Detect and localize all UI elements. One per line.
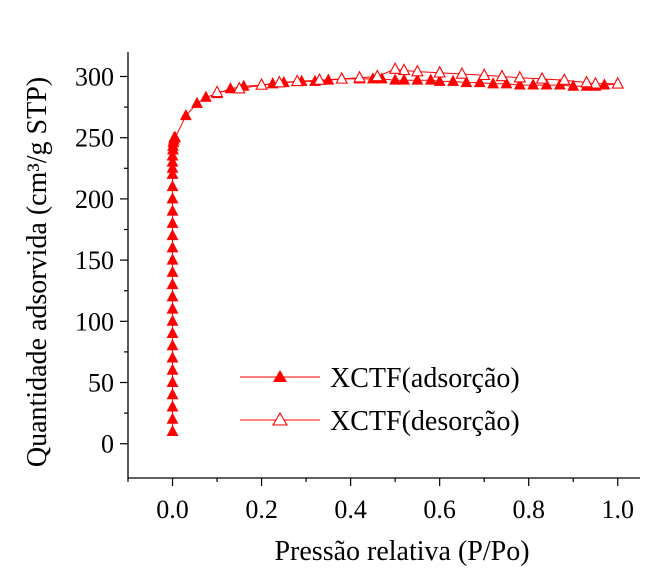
x-tick-label: 1.0 <box>601 495 634 524</box>
desorcao-point <box>232 81 246 94</box>
adsorcao-point <box>166 149 179 161</box>
legend-marker-adsorcao <box>273 370 287 382</box>
y-tick-label: 250 <box>75 124 114 153</box>
desorcao-point <box>411 64 424 77</box>
adsorcao-point <box>169 131 182 143</box>
adsorcao-point <box>166 241 179 253</box>
y-tick-label: 300 <box>75 62 114 91</box>
adsorcao-point <box>398 73 410 85</box>
desorcao-point <box>455 66 469 79</box>
desorcao-point <box>273 75 286 88</box>
y-tick-label: 50 <box>88 369 114 398</box>
desorcao-point <box>589 76 602 89</box>
adsorcao-point <box>166 204 179 216</box>
desorcao-point <box>557 72 571 85</box>
desorcao-point <box>335 71 349 84</box>
desorcao-point <box>290 74 304 87</box>
adsorcao-point <box>166 265 179 277</box>
desorcao-point <box>353 70 366 83</box>
adsorcao-point <box>447 74 459 86</box>
adsorcao-point <box>166 216 179 228</box>
legend-marker-desorcao <box>272 411 288 426</box>
adsorcao-point <box>473 75 486 88</box>
desorcao-point <box>371 69 384 82</box>
x-ticks: 0.0 0.2 0.4 0.6 0.8 1.0 <box>127 478 634 524</box>
adsorcao-point <box>166 167 179 179</box>
y-tick-label: 200 <box>75 185 114 214</box>
axes-frame <box>127 52 640 479</box>
x-tick-label: 0.8 <box>512 495 545 524</box>
adsorcao-point <box>424 73 437 85</box>
adsorcao-point <box>166 314 179 326</box>
adsorcao-point <box>166 375 179 388</box>
adsorcao-point <box>500 77 513 89</box>
adsorcao-point <box>166 326 179 339</box>
y-tick-label: 150 <box>75 246 114 275</box>
adsorcao-point <box>166 290 179 302</box>
adsorcao-point <box>527 78 540 90</box>
adsorcao-point <box>166 388 179 400</box>
desorcao-point <box>210 85 224 98</box>
adsorcao-point <box>460 75 473 88</box>
adsorcao-point <box>166 302 179 314</box>
desorcao-point <box>611 76 625 89</box>
adsorcao-point <box>166 192 179 204</box>
series-desorcao <box>210 61 625 98</box>
adsorcao-point <box>166 424 179 436</box>
adsorcao-point <box>191 96 203 108</box>
y-tick-label: 0 <box>101 430 114 459</box>
desorcao-point <box>433 65 446 78</box>
adsorcao-point <box>513 78 526 90</box>
adsorcao-point <box>200 90 212 102</box>
adsorcao-point <box>179 109 192 121</box>
desorcao-point <box>535 71 549 84</box>
legend: XCTF(adsorção) XCTF(desorção) <box>240 363 520 437</box>
adsorcao-point <box>487 77 499 89</box>
adsorcao-point <box>166 161 179 173</box>
desorcao-point <box>495 69 509 82</box>
adsorcao-point <box>540 78 553 90</box>
x-tick-label: 0.6 <box>423 495 456 524</box>
adsorcao-point <box>411 73 424 85</box>
desorcao-point <box>388 61 402 74</box>
legend-label-adsorcao: XCTF(adsorção) <box>330 363 520 394</box>
adsorcao-point <box>166 412 179 424</box>
adsorcao-point <box>166 155 179 167</box>
x-axis-title: Pressão relativa (P/Po) <box>274 536 529 567</box>
x-tick-label: 0.0 <box>156 495 189 524</box>
adsorcao-point <box>166 180 179 192</box>
adsorcao-point <box>166 351 179 363</box>
desorcao-line <box>216 68 618 93</box>
y-tick-label: 100 <box>75 307 114 336</box>
adsorcao-point <box>433 74 446 86</box>
x-tick-label: 0.4 <box>334 495 367 524</box>
y-ticks: 0 50 100 150 200 250 300 <box>75 62 128 459</box>
adsorcao-point <box>166 253 179 265</box>
y-axis-title: Quantidade adsorvida (cm³/g STP) <box>22 77 53 467</box>
desorcao-point <box>513 70 527 83</box>
adsorcao-point <box>166 400 179 412</box>
adsorcao-point <box>166 363 179 375</box>
adsorcao-point <box>389 73 402 85</box>
desorcao-point <box>255 77 268 90</box>
desorcao-point <box>313 72 326 85</box>
adsorcao-point <box>567 79 580 91</box>
desorcao-point <box>477 68 491 81</box>
legend-label-desorcao: XCTF(desorção) <box>330 406 520 437</box>
adsorcao-point <box>166 228 179 241</box>
adsorcao-point <box>166 277 179 290</box>
desorcao-point <box>397 63 411 76</box>
x-tick-label: 0.2 <box>245 495 278 524</box>
desorcao-point <box>580 75 593 88</box>
adsorcao-point <box>166 339 179 351</box>
